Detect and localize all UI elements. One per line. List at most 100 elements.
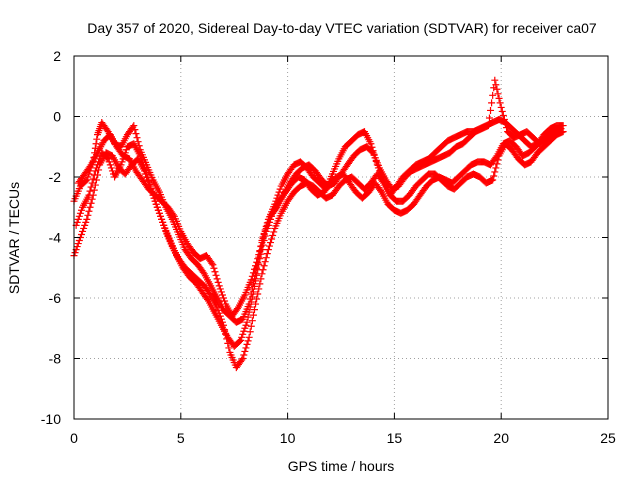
data-point	[263, 221, 271, 229]
data-point	[220, 294, 228, 302]
data-point	[489, 176, 497, 184]
data-point	[155, 209, 163, 217]
data-point	[153, 203, 161, 211]
data-point	[252, 277, 260, 285]
data-point	[248, 293, 256, 301]
data-point	[258, 270, 266, 278]
x-tick-label: 10	[280, 430, 296, 446]
data-point	[492, 81, 500, 89]
data-point	[103, 154, 111, 162]
data-point	[81, 221, 89, 229]
grid	[74, 56, 608, 419]
data-point	[217, 288, 225, 296]
data-point	[272, 205, 280, 213]
data-point	[71, 249, 79, 257]
data-point	[240, 327, 248, 335]
data-point	[236, 337, 244, 345]
x-tick-label: 20	[493, 430, 509, 446]
data-point	[487, 106, 495, 114]
data-point	[132, 130, 140, 138]
data-point	[494, 90, 502, 98]
data-point	[118, 158, 126, 166]
data-point	[92, 140, 100, 148]
data-point	[216, 285, 224, 293]
x-tick-label: 25	[600, 430, 616, 446]
data-point	[206, 289, 214, 297]
data-point	[210, 264, 218, 272]
data-point	[263, 250, 271, 258]
data-point	[90, 171, 98, 179]
data-point	[259, 266, 267, 274]
data-series	[70, 76, 567, 372]
series-trace-a	[70, 116, 567, 326]
data-point	[223, 335, 231, 343]
data-point	[239, 330, 247, 338]
data-point	[264, 246, 272, 254]
data-point	[83, 215, 91, 223]
data-point	[246, 303, 254, 311]
data-point	[244, 313, 252, 321]
data-point	[256, 280, 264, 288]
data-point	[151, 197, 159, 205]
data-point	[144, 174, 152, 182]
data-point	[249, 311, 257, 319]
data-point	[250, 306, 258, 314]
data-point	[93, 135, 101, 143]
data-point	[262, 254, 270, 262]
data-point	[169, 211, 177, 219]
data-point	[157, 212, 165, 220]
data-point	[269, 231, 277, 239]
data-point	[491, 76, 499, 84]
data-point	[91, 167, 99, 175]
data-point	[216, 312, 224, 320]
data-point	[82, 177, 90, 185]
data-point	[241, 347, 249, 355]
data-point	[106, 161, 114, 169]
data-point	[265, 215, 273, 223]
data-point	[495, 94, 503, 102]
y-tick-label: -10	[41, 411, 61, 427]
y-tick-label: 2	[53, 48, 61, 64]
data-point	[367, 140, 375, 148]
data-point	[259, 235, 267, 243]
data-point	[85, 191, 93, 199]
data-point	[211, 268, 219, 276]
data-point	[199, 268, 207, 276]
data-point	[86, 162, 94, 170]
data-point	[220, 321, 228, 329]
data-point	[248, 272, 256, 280]
data-point	[218, 291, 226, 299]
data-point	[143, 170, 151, 178]
data-point	[140, 164, 148, 172]
data-point	[73, 243, 81, 251]
data-point	[159, 218, 167, 226]
data-point	[73, 218, 81, 226]
data-point	[154, 206, 162, 214]
data-point	[107, 164, 115, 172]
data-point	[242, 344, 250, 352]
data-point	[253, 295, 261, 303]
data-point	[260, 230, 268, 238]
data-point	[136, 152, 144, 160]
data-point	[90, 186, 98, 194]
data-point	[217, 315, 225, 323]
data-point	[74, 215, 82, 223]
data-point	[368, 148, 376, 156]
data-point	[213, 275, 221, 283]
data-point	[245, 308, 253, 316]
data-point	[499, 111, 507, 119]
data-point	[237, 336, 245, 344]
data-point	[250, 282, 258, 290]
data-point	[134, 138, 142, 146]
data-point	[75, 237, 83, 245]
data-point	[555, 125, 563, 133]
data-point	[152, 200, 160, 208]
data-point	[488, 99, 496, 107]
data-point	[79, 227, 87, 235]
data-point	[160, 221, 168, 229]
data-point	[161, 224, 169, 232]
data-point	[264, 218, 272, 226]
data-point	[238, 356, 246, 364]
data-point	[257, 243, 265, 251]
